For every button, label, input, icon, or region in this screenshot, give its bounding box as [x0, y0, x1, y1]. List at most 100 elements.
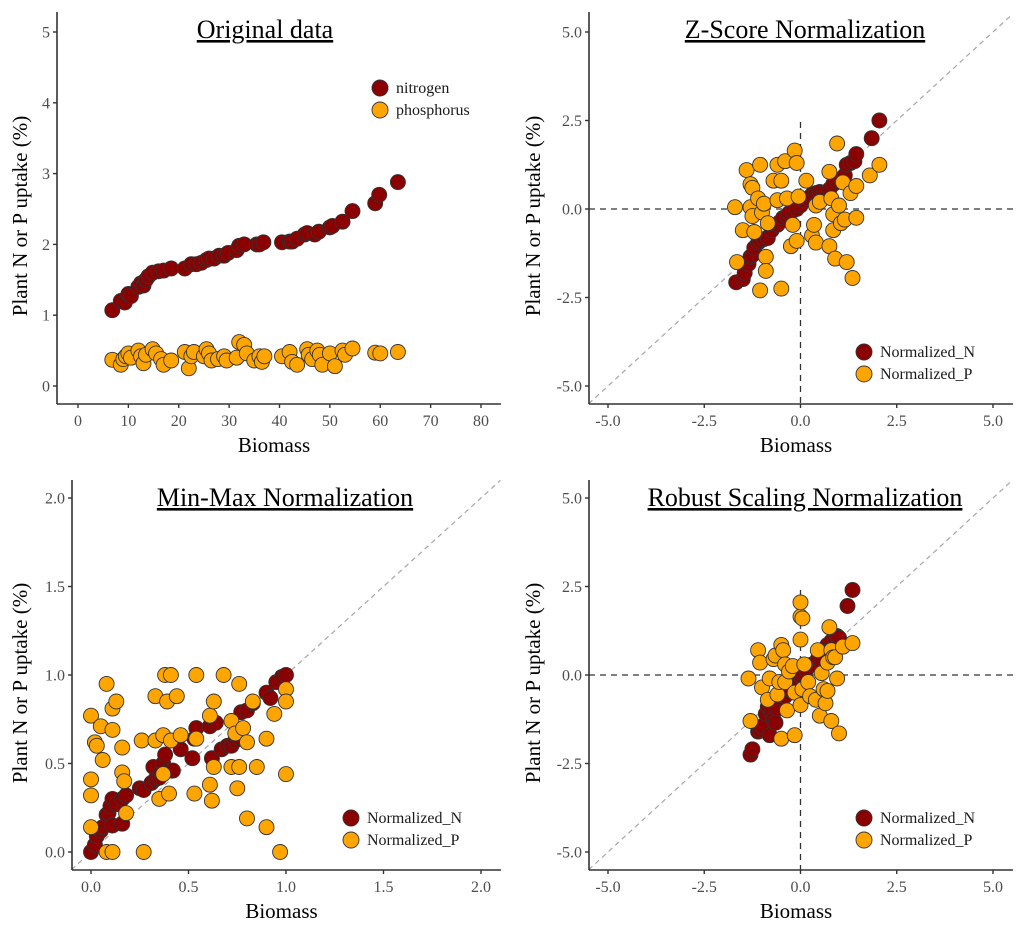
data-point-normalized-p [215, 667, 232, 683]
panel-z-score: -5.0 -2.5 0.0 2.5 5.0 -5.0 -2.5 0.0 2.5 5.0 Z-Scor… [521, 12, 1013, 457]
data-point-phosphorus [289, 356, 306, 373]
x-tick-label: -2.5 [692, 413, 717, 430]
y-tick-label: -5.0 [557, 379, 582, 396]
data-point-normalized-p [788, 232, 805, 249]
y-tick-label: 0.0 [562, 202, 582, 219]
data-point-normalized-p [775, 642, 792, 659]
data-point-normalized-p [790, 188, 807, 205]
data-point-normalized-p [807, 234, 824, 251]
x-tick-label: 0.0 [81, 879, 101, 896]
legend-label: Normalized_P [880, 366, 973, 383]
data-point-normalized-p [821, 163, 838, 180]
series-phosphorus [104, 334, 406, 377]
y-tick-label: 2.0 [45, 491, 65, 508]
x-tick-label: 2.5 [887, 879, 907, 896]
legend: Normalized_N Normalized_P [855, 343, 976, 383]
data-point-normalized-p [773, 280, 790, 297]
data-point-normalized-p [757, 262, 774, 279]
legend-label: phosphorus [396, 102, 470, 119]
x-tick-label: -5.0 [595, 413, 620, 430]
data-point-normalized-p [231, 675, 248, 692]
data-point-normalized-p [759, 215, 776, 232]
data-point-normalized-p [229, 780, 246, 797]
data-point-normalized-p [108, 693, 125, 710]
data-point-normalized-p [258, 819, 275, 836]
panel-robust-scaling: -5.0 -2.5 0.0 2.5 5.0 -5.0 -2.5 0.0 2.5 5.0 Robust… [521, 480, 1013, 923]
x-tick-label: 70 [423, 413, 439, 430]
data-point-normalized-p [788, 155, 805, 171]
legend: Normalized_N Normalized_P [342, 809, 463, 849]
y-tick-label: 1.0 [45, 668, 65, 685]
legend-label: Normalized_P [367, 832, 460, 849]
data-point-normalized-n [278, 667, 294, 683]
data-point-normalized-p [831, 197, 847, 214]
identity-reference-line [589, 480, 1013, 870]
y-tick-label: 1 [42, 308, 50, 325]
series-nitrogen [104, 174, 406, 319]
panel-original-data: 0 10 20 30 40 50 60 70 80 0 1 2 3 4 5 Original data Biom… [8, 12, 501, 457]
data-point-normalized-p [798, 172, 815, 189]
y-axis-label: Plant N or P uptake (%) [8, 116, 32, 316]
data-point-normalized-p [740, 670, 757, 687]
data-point-normalized-p [773, 730, 790, 747]
data-point-normalized-p [742, 713, 759, 729]
data-point-normalized-p [83, 787, 99, 804]
data-point-normalized-p [773, 172, 790, 189]
x-axis-label: Biomass [245, 899, 317, 923]
data-point-normalized-p [135, 844, 152, 860]
data-point-normalized-n [157, 746, 174, 763]
data-point-normalized-p [205, 693, 222, 710]
data-point-nitrogen [163, 260, 180, 277]
x-tick-label: 0.0 [791, 413, 811, 430]
x-tick-label: 5.0 [983, 879, 1003, 896]
data-point-normalized-p [800, 674, 817, 691]
legend-key-normalized-n [855, 343, 873, 361]
series-normalized-p [740, 594, 861, 747]
data-point-normalized-p [829, 135, 846, 152]
y-tick-label: 2 [42, 237, 50, 254]
data-point-normalized-p [168, 688, 185, 705]
data-point-normalized-p [266, 705, 283, 722]
legend-key-normalized-p [855, 365, 873, 383]
y-tick-label: 3 [42, 166, 50, 183]
legend-label: Normalized_N [367, 810, 463, 827]
data-point-normalized-p [172, 727, 189, 744]
chart-title: Min-Max Normalization [157, 483, 413, 512]
x-tick-label: -2.5 [692, 879, 717, 896]
data-point-phosphorus [326, 358, 343, 375]
data-point-normalized-p [848, 178, 865, 194]
data-point-normalized-p [161, 785, 177, 802]
data-point-normalized-p [861, 167, 878, 184]
data-point-normalized-p [752, 282, 769, 299]
data-point-nitrogen [344, 203, 361, 220]
data-point-normalized-p [248, 759, 265, 775]
data-point-normalized-p [838, 254, 855, 271]
y-tick-label: 2.5 [562, 579, 582, 596]
legend-key-normalized-p [342, 831, 360, 849]
data-point-normalized-p [794, 610, 811, 627]
y-axis-label: Plant N or P uptake (%) [521, 583, 545, 783]
data-point-normalized-p [831, 725, 847, 742]
y-tick-label: 0.0 [45, 845, 65, 862]
data-point-normalized-p [786, 727, 803, 744]
x-tick-label: 1.5 [374, 879, 394, 896]
data-point-normalized-p [116, 773, 133, 790]
data-point-phosphorus [389, 344, 406, 360]
x-tick-label: 60 [372, 413, 388, 430]
data-point-normalized-n [839, 598, 856, 614]
x-tick-label: -5.0 [595, 879, 620, 896]
data-point-normalized-p [104, 844, 121, 860]
data-point-normalized-p [821, 619, 838, 636]
y-tick-label: 0.0 [562, 668, 582, 685]
legend-label: Normalized_N [880, 810, 976, 827]
data-point-normalized-n [118, 787, 135, 804]
x-axis-label: Biomass [760, 899, 832, 923]
data-point-normalized-p [829, 670, 846, 687]
data-point-normalized-p [738, 162, 755, 179]
data-point-normalized-p [98, 675, 115, 692]
data-point-normalized-p [244, 693, 261, 710]
x-tick-label: 2.5 [887, 413, 907, 430]
x-tick-label: 5.0 [983, 413, 1003, 430]
data-point-normalized-p [792, 631, 809, 648]
y-tick-label: 5 [42, 25, 50, 42]
